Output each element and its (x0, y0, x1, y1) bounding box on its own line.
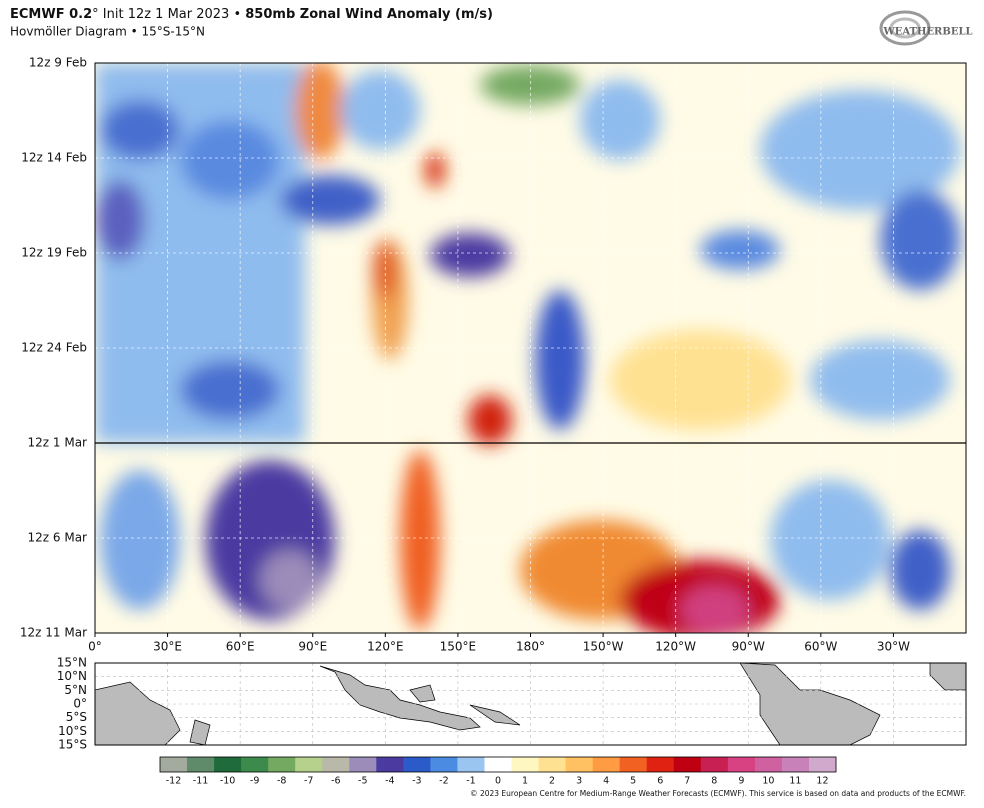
colorbar-swatch (457, 757, 485, 772)
colorbar-tick-label: 1 (522, 776, 528, 787)
lat-tick-label: 15°S (58, 738, 87, 752)
colorbar-swatch (808, 757, 837, 772)
lat-tick-label: 5°S (66, 710, 87, 724)
x-tick-label: 150°W (583, 640, 624, 654)
chart-title: ECMWF 0.2° Init 12z 1 Mar 2023 • 850mb Z… (10, 7, 493, 22)
colorbar-swatch (592, 757, 621, 772)
colorbar-tick-label: -4 (385, 776, 394, 787)
colorbar-swatch (430, 757, 458, 772)
y-tick-label: 12z 11 Mar (20, 626, 87, 640)
colorbar-tick-label: 8 (711, 776, 717, 787)
colorbar-tick-label: 3 (576, 776, 582, 787)
x-tick-label: 120°E (367, 640, 404, 654)
colorbar-tick-label: -8 (277, 776, 286, 787)
colorbar-swatch (538, 757, 567, 772)
colorbar-tick-label: -1 (466, 776, 475, 787)
colorbar-swatch (754, 757, 783, 772)
x-tick-label: 150°E (440, 640, 477, 654)
y-tick-label: 12z 14 Feb (21, 151, 87, 165)
x-tick-label: 180° (516, 640, 545, 654)
colorbar-swatch (619, 757, 648, 772)
colorbar-tick-label: 10 (762, 776, 774, 787)
colorbar-tick-label: 6 (657, 776, 663, 787)
colorbar-tick-label: 4 (603, 776, 609, 787)
x-tick-label: 30°W (877, 640, 910, 654)
y-tick-label: 12z 9 Feb (29, 56, 87, 70)
title-part: ° Init 12z 1 Mar 2023 • (92, 7, 245, 22)
y-tick-label: 12z 19 Feb (21, 246, 87, 260)
credit: © 2023 European Centre for Medium-Range … (470, 789, 966, 798)
colorbar-tick-label: -5 (358, 776, 367, 787)
colorbar-swatch (565, 757, 594, 772)
lat-tick-label: 0° (73, 697, 87, 711)
y-tick-label: 12z 24 Feb (21, 341, 87, 355)
colorbar-tick-label: 11 (789, 776, 801, 787)
colorbar-tick-label: -6 (331, 776, 340, 787)
x-tick-label: 90°E (298, 640, 327, 654)
colorbar-swatch (349, 757, 377, 772)
colorbar-swatch (673, 757, 702, 772)
colorbar: -12 -11 -10 -9 -8 -7 -6 -5 -4 -3 -2 -1 0 1 2 3 4 5 6 7 8 9 10 1… (159, 756, 837, 787)
y-tick-label: 12z 1 Mar (28, 436, 88, 450)
colorbar-tick-label: -11 (193, 776, 209, 787)
colorbar-swatch (268, 757, 296, 772)
x-tick-label: 60°W (804, 640, 837, 654)
y-tick-label: 12z 6 Mar (28, 531, 88, 545)
colorbar-swatch (646, 757, 675, 772)
x-tick-label: 60°E (226, 640, 255, 654)
colorbar-tick-label: 5 (630, 776, 636, 787)
colorbar-tick-label: -10 (220, 776, 236, 787)
colorbar-swatch (700, 757, 729, 772)
lat-tick-label: 5°N (64, 683, 87, 697)
colorbar-frame (159, 756, 837, 773)
x-tick-label: 120°W (655, 640, 696, 654)
logo-text: WEATHERBELL (882, 27, 972, 38)
logo: WEATHERBELL (879, 10, 973, 46)
title-part: ECMWF 0.2 (10, 7, 92, 22)
colorbar-tick-label: -12 (166, 776, 182, 787)
colorbar-swatch (160, 757, 188, 772)
lat-tick-label: 10°N (57, 669, 87, 683)
colorbar-swatch (376, 757, 404, 772)
colorbar-tick-label: 0 (495, 776, 501, 787)
colorbar-swatch (484, 757, 513, 772)
x-tick-label: 30°E (153, 640, 182, 654)
colorbar-swatch (727, 757, 756, 772)
colorbar-swatch (403, 757, 431, 772)
colorbar-swatch (214, 757, 242, 772)
colorbar-swatch (187, 757, 215, 772)
colorbar-tick-label: 12 (816, 776, 828, 787)
map-frame (94, 662, 967, 746)
colorbar-swatch (322, 757, 350, 772)
colorbar-tick-label: 7 (684, 776, 690, 787)
chart-subtitle: Hovmöller Diagram • 15°S-15°N (10, 25, 205, 39)
colorbar-tick-label: -3 (412, 776, 421, 787)
colorbar-tick-label: 2 (549, 776, 555, 787)
colorbar-tick-label: -9 (250, 776, 259, 787)
colorbar-swatch (295, 757, 323, 772)
x-tick-label: 90°W (732, 640, 765, 654)
colorbar-tick-label: -2 (439, 776, 448, 787)
colorbar-swatch (781, 757, 810, 772)
title-part: 850mb Zonal Wind Anomaly (m/s) (245, 7, 493, 22)
x-tick-label: 0° (88, 640, 102, 654)
colorbar-tick-label: -7 (304, 776, 313, 787)
lat-tick-label: 10°S (58, 724, 87, 738)
colorbar-swatch (511, 757, 540, 772)
lat-tick-label: 15°N (57, 656, 87, 670)
colorbar-tick-label: 9 (738, 776, 744, 787)
colorbar-swatch (241, 757, 269, 772)
